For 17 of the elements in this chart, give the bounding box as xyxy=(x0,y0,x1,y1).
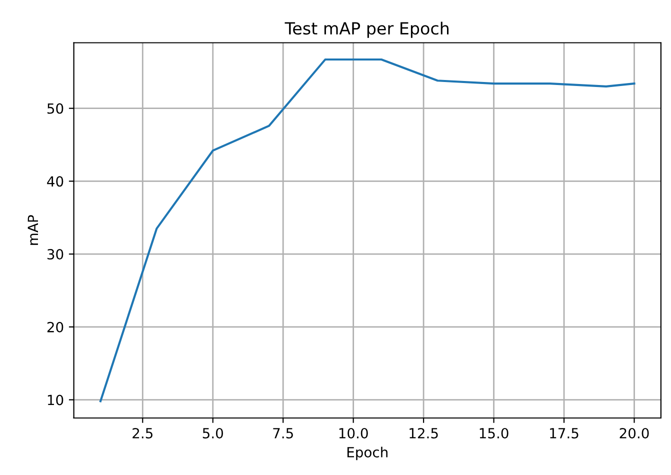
line-series xyxy=(99,58,636,402)
chart-title: Test mAP per Epoch xyxy=(284,22,449,38)
x-axis-title: Epoch xyxy=(347,446,388,460)
x-tick-label: 15.0 xyxy=(480,428,508,438)
y-tick-label: 50 xyxy=(47,103,64,114)
y-tick-label: 20 xyxy=(47,322,64,332)
x-tick-label: 17.5 xyxy=(550,428,578,438)
x-tick-label: 2.5 xyxy=(132,428,152,438)
y-tick-label: 10 xyxy=(48,394,64,406)
y-tick-label: 40 xyxy=(47,176,64,187)
x-tick-label: 7.5 xyxy=(273,428,293,438)
y-axis-title: mAP xyxy=(28,215,38,245)
y-tick-label: 30 xyxy=(47,249,64,260)
x-tick-label: 20.0 xyxy=(620,428,649,438)
x-tick-label: 10.0 xyxy=(339,428,368,438)
x-tick-label: 12.5 xyxy=(410,428,438,438)
x-tick-label: 5.0 xyxy=(202,428,223,438)
